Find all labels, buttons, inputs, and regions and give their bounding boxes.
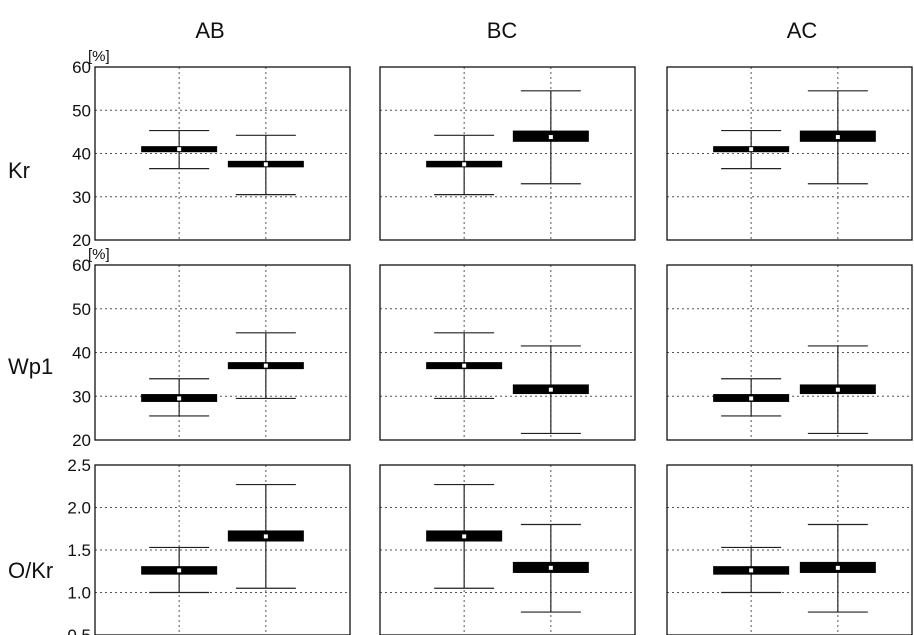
y-tick-label-2-2: 1.5 (67, 541, 91, 560)
y-tick-label-1-0: 60 (72, 256, 91, 275)
mean-marker-0-2-0 (749, 147, 754, 152)
mean-marker-2-0-1 (263, 534, 268, 539)
y-tick-label-1-1: 50 (72, 300, 91, 319)
mean-marker-1-2-0 (749, 396, 754, 401)
mean-marker-2-0-0 (177, 568, 182, 573)
mean-marker-2-1-0 (462, 534, 467, 539)
panel-frame-2-2 (666, 464, 913, 635)
panel-frame-1-0 (94, 264, 351, 441)
panel-frame-2-1 (379, 464, 636, 635)
panel-frame-2-0 (94, 464, 351, 635)
panel-frame-0-0 (94, 66, 351, 241)
mean-marker-1-0-0 (177, 396, 182, 401)
mean-marker-1-2-1 (835, 387, 840, 392)
row-label-2: O/Kr (8, 558, 53, 583)
mean-marker-0-0-0 (177, 147, 182, 152)
unit-label-0: [%] (88, 48, 110, 65)
chart-labels: AB BC ACKr[%]6050403020Wp1[%]6050403020O/K… (8, 18, 817, 635)
mean-marker-0-0-1 (263, 162, 268, 167)
panel-frame-1-2 (666, 264, 913, 441)
mean-marker-2-2-0 (749, 568, 754, 573)
y-tick-label-2-0: 2.5 (67, 456, 91, 475)
plot-marks (141, 90, 876, 613)
y-tick-label-1-3: 30 (72, 387, 91, 406)
mean-marker-0-2-1 (835, 135, 840, 140)
panel-frames (94, 66, 913, 635)
row-label-0: Kr (8, 158, 30, 183)
panel-frame-0-1 (379, 66, 636, 241)
mean-marker-1-1-0 (462, 363, 467, 368)
y-tick-label-0-2: 40 (72, 145, 91, 164)
y-tick-label-0-3: 30 (72, 188, 91, 207)
column-title-bc: BC (487, 18, 518, 43)
column-title-ab: AB (195, 18, 224, 43)
y-tick-label-0-4: 20 (72, 231, 91, 250)
mean-marker-1-0-1 (263, 363, 268, 368)
y-tick-label-2-4: 0.5 (67, 626, 91, 635)
column-title-ac: AC (787, 18, 818, 43)
panel-frame-1-1 (379, 264, 636, 441)
y-tick-label-1-4: 20 (72, 431, 91, 450)
mean-marker-2-2-1 (835, 565, 840, 570)
y-tick-label-2-1: 2.0 (67, 499, 91, 518)
unit-label-1: [%] (88, 246, 110, 263)
mean-marker-0-1-1 (548, 135, 553, 140)
mean-marker-2-1-1 (548, 565, 553, 570)
y-tick-label-0-1: 50 (72, 101, 91, 120)
y-tick-label-0-0: 60 (72, 58, 91, 77)
y-tick-label-2-3: 1.0 (67, 584, 91, 603)
mean-marker-1-1-1 (548, 387, 553, 392)
row-label-1: Wp1 (8, 354, 53, 379)
mean-marker-0-1-0 (462, 162, 467, 167)
panel-frame-0-2 (666, 66, 913, 241)
y-tick-label-1-2: 40 (72, 344, 91, 363)
